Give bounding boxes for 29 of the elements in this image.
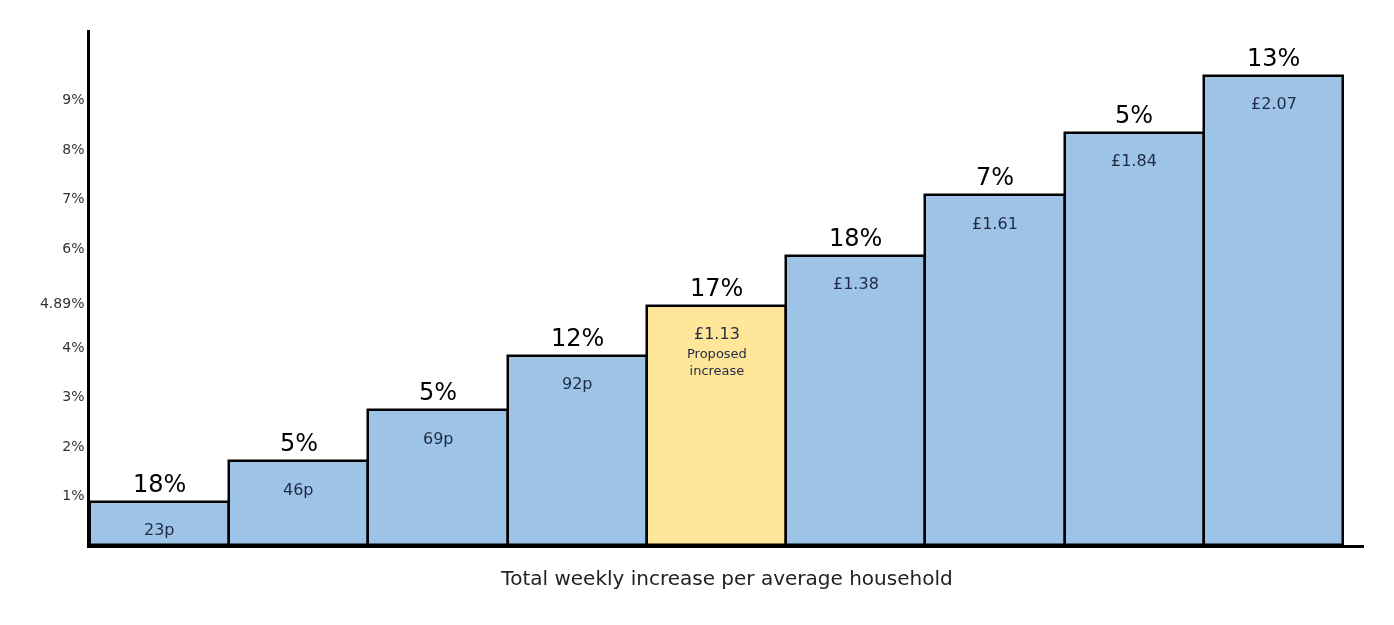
annotation: 5% xyxy=(280,429,319,457)
x-tick-label: 23p xyxy=(144,520,175,539)
annotation: 5% xyxy=(419,378,458,406)
annotation: 18% xyxy=(829,224,883,252)
annotation: Proposed increase xyxy=(687,346,747,378)
annotation: 12% xyxy=(551,324,605,352)
x-tick-label: £1.38 xyxy=(833,274,879,293)
y-tick-label: 8% xyxy=(62,140,85,157)
y-tick-label: 9% xyxy=(62,91,85,108)
x-tick-label: £2.07 xyxy=(1251,94,1297,113)
x-tick-label: 92p xyxy=(562,374,593,393)
x-tick-label: 46p xyxy=(283,480,314,499)
x-tick-label: 69p xyxy=(423,429,454,448)
y-tick-label: 7% xyxy=(62,190,85,207)
y-tick-label: 3% xyxy=(62,388,85,405)
annotation: 13% xyxy=(1247,44,1301,72)
annotation: 5% xyxy=(1115,101,1154,129)
y-tick-label: 1% xyxy=(62,487,85,504)
annotation: 17% xyxy=(690,274,744,302)
annotation: 18% xyxy=(133,470,187,498)
x-tick-label: £1.13 xyxy=(694,324,740,343)
y-tick-label: 4% xyxy=(62,338,85,355)
x-tick-label: £1.84 xyxy=(1111,151,1157,170)
x-tick-label: £1.61 xyxy=(972,214,1018,233)
y-tick-label: 4.89% xyxy=(39,294,85,311)
annotation: 7% xyxy=(976,163,1015,191)
y-tick-label: 6% xyxy=(62,239,85,256)
y-tick-label: 2% xyxy=(62,437,85,454)
x-axis-title: Total weekly increase per average household xyxy=(500,566,953,591)
